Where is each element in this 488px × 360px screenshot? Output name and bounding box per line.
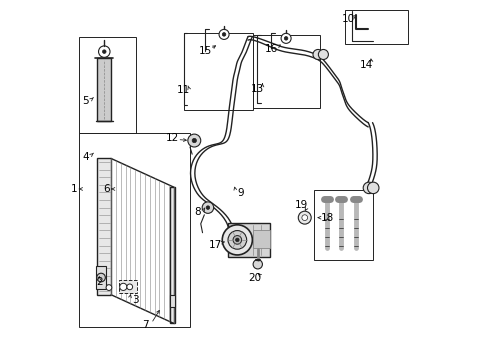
Circle shape: [227, 230, 246, 249]
Circle shape: [318, 49, 328, 59]
Text: 18: 18: [320, 213, 333, 222]
Text: 5: 5: [82, 96, 89, 106]
Bar: [97, 158, 111, 295]
Circle shape: [106, 285, 112, 291]
Text: 4: 4: [82, 152, 89, 162]
Circle shape: [233, 235, 241, 244]
Circle shape: [192, 138, 196, 143]
Bar: [119, 280, 137, 293]
Circle shape: [253, 260, 262, 269]
Text: 10: 10: [341, 14, 354, 24]
Circle shape: [222, 225, 252, 255]
Circle shape: [97, 273, 105, 282]
Circle shape: [102, 50, 106, 53]
Circle shape: [126, 284, 132, 290]
Bar: [344, 10, 407, 44]
Circle shape: [284, 37, 287, 40]
Circle shape: [298, 211, 310, 224]
Text: 13: 13: [250, 84, 263, 94]
Text: 19: 19: [295, 200, 308, 210]
Circle shape: [363, 182, 374, 194]
Text: 16: 16: [264, 44, 278, 54]
Bar: [169, 187, 175, 323]
Bar: [97, 58, 111, 121]
Text: 6: 6: [103, 184, 109, 194]
Circle shape: [367, 182, 378, 194]
Circle shape: [99, 46, 110, 57]
Bar: [313, 190, 372, 260]
Text: 12: 12: [165, 133, 178, 143]
Text: 17: 17: [209, 239, 222, 249]
Bar: [169, 295, 175, 307]
Circle shape: [312, 49, 323, 59]
Circle shape: [301, 215, 307, 221]
Circle shape: [202, 202, 213, 213]
Bar: [183, 33, 253, 110]
Bar: [79, 37, 136, 134]
Bar: [253, 35, 319, 108]
Circle shape: [187, 134, 201, 147]
Text: 20: 20: [248, 273, 261, 283]
Bar: [228, 223, 269, 257]
Text: 7: 7: [142, 320, 149, 330]
Circle shape: [206, 206, 209, 210]
Text: 1: 1: [71, 184, 77, 194]
Text: 11: 11: [177, 85, 190, 95]
Text: 8: 8: [194, 207, 201, 217]
Text: 15: 15: [198, 46, 211, 56]
Text: 9: 9: [237, 188, 244, 198]
Bar: [252, 230, 269, 248]
Circle shape: [222, 33, 225, 36]
Text: 3: 3: [132, 295, 138, 305]
Text: 2: 2: [96, 277, 102, 287]
Bar: [79, 134, 190, 327]
Circle shape: [281, 33, 290, 43]
Text: 14: 14: [359, 60, 372, 70]
Circle shape: [219, 30, 228, 40]
Circle shape: [120, 283, 126, 291]
Bar: [96, 266, 105, 289]
Circle shape: [235, 238, 239, 242]
